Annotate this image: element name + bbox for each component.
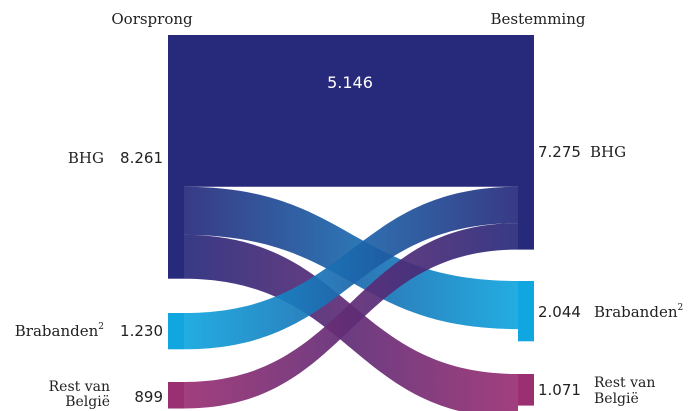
flow-bhg-to-bhg (184, 35, 518, 187)
target-name-brabanden-sup: 2 (677, 303, 683, 313)
source-label-bhg: BHG 8.261 (68, 149, 163, 167)
source-value-rest: 899 (134, 388, 163, 406)
flow-label-bhg-bhg: 5.146 (327, 73, 373, 92)
target-name-brabanden: Brabanden2 (594, 303, 683, 321)
target-name-brabanden-text: Brabanden (594, 303, 678, 321)
source-name-brabanden-text: Brabanden (15, 322, 99, 340)
target-bar-rest (518, 374, 534, 406)
nodes (168, 35, 534, 409)
source-name-rest-line2: België (65, 394, 110, 410)
target-label-rest: 1.071 Rest van België (538, 375, 655, 407)
target-name-rest-line1: Rest van (594, 375, 655, 391)
source-value-bhg: 8.261 (120, 149, 163, 167)
source-bar-bhg (168, 35, 184, 279)
source-label-brabanden: Brabanden2 1.230 (15, 322, 163, 340)
source-name-brabanden: Brabanden2 (15, 322, 104, 340)
source-label-rest: Rest van België 899 (49, 379, 163, 410)
flow-rest-to-bhg (184, 223, 518, 409)
target-label-brabanden: 2.044 Brabanden2 (538, 303, 683, 321)
target-value-rest: 1.071 (538, 381, 581, 399)
target-name-rest-line2: België (594, 391, 639, 407)
flows (184, 35, 518, 411)
target-label-bhg: 7.275 BHG (538, 143, 626, 161)
target-bar-brabanden (518, 281, 534, 342)
header-origin: Oorsprong (111, 10, 193, 28)
target-value-bhg: 7.275 (538, 143, 581, 161)
target-value-brabanden: 2.044 (538, 303, 581, 321)
source-bar-rest (168, 382, 184, 409)
source-name-rest-line1: Rest van (49, 379, 110, 395)
header-destination: Bestemming (490, 10, 585, 28)
source-bar-brabanden (168, 313, 184, 350)
source-name-bhg: BHG (68, 149, 104, 167)
source-value-brabanden: 1.230 (120, 322, 163, 340)
flow-brabanden-to-bhg (184, 186, 518, 350)
target-bar-bhg (518, 35, 534, 250)
target-name-bhg: BHG (590, 143, 626, 161)
source-name-brabanden-sup: 2 (98, 322, 104, 332)
